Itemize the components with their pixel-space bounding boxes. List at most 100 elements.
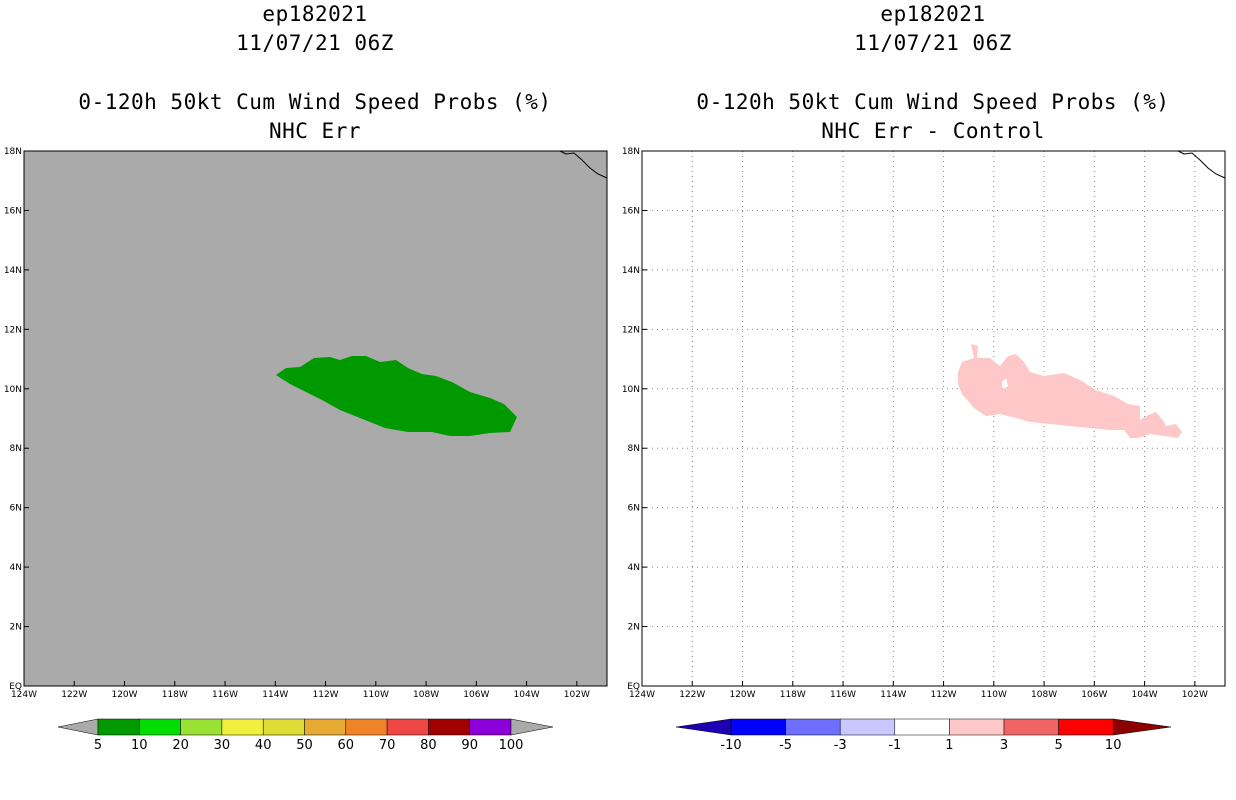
x-tick-label: 114W bbox=[262, 690, 288, 700]
colorbar-swatch bbox=[839, 718, 896, 736]
colorbar-label: 3 bbox=[1000, 738, 1008, 753]
x-tick-label: 108W bbox=[1031, 690, 1057, 700]
y-tick-label: 10N bbox=[4, 385, 22, 395]
colorbar-label: 40 bbox=[255, 738, 272, 753]
x-tick-label: 102W bbox=[564, 690, 590, 700]
y-tick-label: 12N bbox=[4, 325, 22, 335]
right-experiment-label: NHC Err - Control bbox=[821, 119, 1045, 143]
colorbar-swatch bbox=[97, 718, 140, 736]
colorbar-swatch bbox=[139, 718, 181, 736]
x-tick-label: 114W bbox=[880, 690, 906, 700]
y-tick-label: EQ bbox=[9, 682, 22, 692]
colorbar-label: 90 bbox=[461, 738, 478, 753]
y-tick-label: 8N bbox=[10, 444, 22, 454]
x-tick-label: 118W bbox=[162, 690, 188, 700]
y-tick-label: 8N bbox=[628, 444, 640, 454]
colorbar-label: 5 bbox=[94, 738, 102, 753]
colorbar-swatch bbox=[469, 718, 512, 736]
colorbar-under-triangle bbox=[57, 718, 99, 736]
colorbar-over-triangle bbox=[1112, 718, 1172, 736]
x-tick-label: 112W bbox=[931, 690, 957, 700]
colorbar-label: 20 bbox=[172, 738, 189, 753]
y-tick-label: 10N bbox=[622, 385, 640, 395]
colorbar-swatch bbox=[428, 718, 470, 736]
left-product-label: 0-120h 50kt Cum Wind Speed Probs (%) bbox=[78, 90, 552, 114]
colorbar-label: 10 bbox=[131, 738, 148, 753]
x-tick-label: 116W bbox=[212, 690, 238, 700]
right-datetime: 11/07/21 06Z bbox=[854, 31, 1012, 55]
right-gridlines bbox=[642, 151, 1225, 686]
x-tick-label: 106W bbox=[1081, 690, 1107, 700]
right-panel-subtitle: 0-120h 50kt Cum Wind Speed Probs (%) NHC… bbox=[640, 88, 1226, 146]
colorbar-label: -1 bbox=[888, 738, 901, 753]
left-panel-subtitle: 0-120h 50kt Cum Wind Speed Probs (%) NHC… bbox=[22, 88, 608, 146]
left-map-background bbox=[24, 151, 607, 686]
x-tick-label: 106W bbox=[463, 690, 489, 700]
x-tick-label: 122W bbox=[61, 690, 87, 700]
right-diff-region-1-3 bbox=[958, 344, 1182, 438]
left-panel-title: ep182021 11/07/21 06Z bbox=[22, 0, 608, 58]
x-tick-label: 110W bbox=[981, 690, 1007, 700]
x-tick-label: 108W bbox=[413, 690, 439, 700]
colorbar-label: 1 bbox=[945, 738, 953, 753]
colorbar-label: 60 bbox=[338, 738, 355, 753]
colorbar-swatch bbox=[304, 718, 347, 736]
colorbar-label: 100 bbox=[499, 738, 524, 753]
y-tick-label: 16N bbox=[4, 206, 22, 216]
y-tick-label: 4N bbox=[10, 563, 22, 573]
x-tick-label: 116W bbox=[830, 690, 856, 700]
colorbar-swatch bbox=[345, 718, 388, 736]
colorbar-label: 5 bbox=[1054, 738, 1062, 753]
right-colorbar: -10 -5 -3 -1 1 3 5 10 bbox=[675, 718, 1172, 753]
right-product-label: 0-120h 50kt Cum Wind Speed Probs (%) bbox=[696, 90, 1170, 114]
colorbar-label: 10 bbox=[1105, 738, 1122, 753]
left-prob-region-5-10 bbox=[276, 356, 517, 436]
colorbar-label: 80 bbox=[420, 738, 437, 753]
x-tick-label: 110W bbox=[363, 690, 389, 700]
colorbar-label: -5 bbox=[779, 738, 792, 753]
right-map-panel: 124W 122W 120W 118W 116W 114W 112W 110W 108W 106W… bbox=[622, 147, 1226, 700]
colorbar-swatch bbox=[730, 718, 786, 736]
colorbar-label: 50 bbox=[296, 738, 313, 753]
y-tick-label: 14N bbox=[622, 266, 640, 276]
colorbar-swatch bbox=[1003, 718, 1059, 736]
left-map-panel: 124W 122W 120W 118W 116W 114W 112W 110W 108W 106W… bbox=[4, 147, 608, 700]
colorbar-swatch bbox=[221, 718, 264, 736]
x-tick-label: 124W bbox=[629, 690, 655, 700]
colorbar-under-triangle bbox=[675, 718, 732, 736]
right-map-frame bbox=[641, 150, 1226, 687]
y-tick-label: 14N bbox=[4, 266, 22, 276]
colorbar-label: -3 bbox=[834, 738, 847, 753]
left-experiment-label: NHC Err bbox=[268, 119, 361, 143]
x-tick-label: 118W bbox=[780, 690, 806, 700]
y-tick-label: 18N bbox=[4, 147, 22, 157]
x-tick-label: 102W bbox=[1182, 690, 1208, 700]
right-storm-id: ep182021 bbox=[880, 2, 986, 26]
right-coastline bbox=[1177, 150, 1226, 179]
colorbar-swatch bbox=[785, 718, 841, 736]
left-coastline bbox=[559, 150, 608, 179]
left-map-frame bbox=[23, 150, 608, 687]
colorbar-label: 70 bbox=[379, 738, 396, 753]
left-datetime: 11/07/21 06Z bbox=[236, 31, 394, 55]
y-tick-label: 6N bbox=[628, 504, 640, 514]
x-tick-label: 124W bbox=[11, 690, 37, 700]
y-tick-label: 12N bbox=[622, 325, 640, 335]
y-tick-label: EQ bbox=[627, 682, 640, 692]
x-tick-label: 120W bbox=[729, 690, 755, 700]
colorbar-over-triangle bbox=[510, 718, 554, 736]
colorbar-label: -10 bbox=[720, 738, 741, 753]
y-tick-label: 2N bbox=[10, 623, 22, 633]
x-tick-label: 120W bbox=[111, 690, 137, 700]
y-tick-label: 2N bbox=[628, 623, 640, 633]
y-tick-label: 18N bbox=[622, 147, 640, 157]
x-tick-label: 122W bbox=[679, 690, 705, 700]
colorbar-swatch bbox=[894, 718, 950, 736]
y-tick-label: 4N bbox=[628, 563, 640, 573]
left-storm-id: ep182021 bbox=[262, 2, 368, 26]
x-tick-label: 104W bbox=[514, 690, 540, 700]
x-tick-label: 104W bbox=[1132, 690, 1158, 700]
colorbar-swatch bbox=[386, 718, 429, 736]
right-panel-title: ep182021 11/07/21 06Z bbox=[640, 0, 1226, 58]
